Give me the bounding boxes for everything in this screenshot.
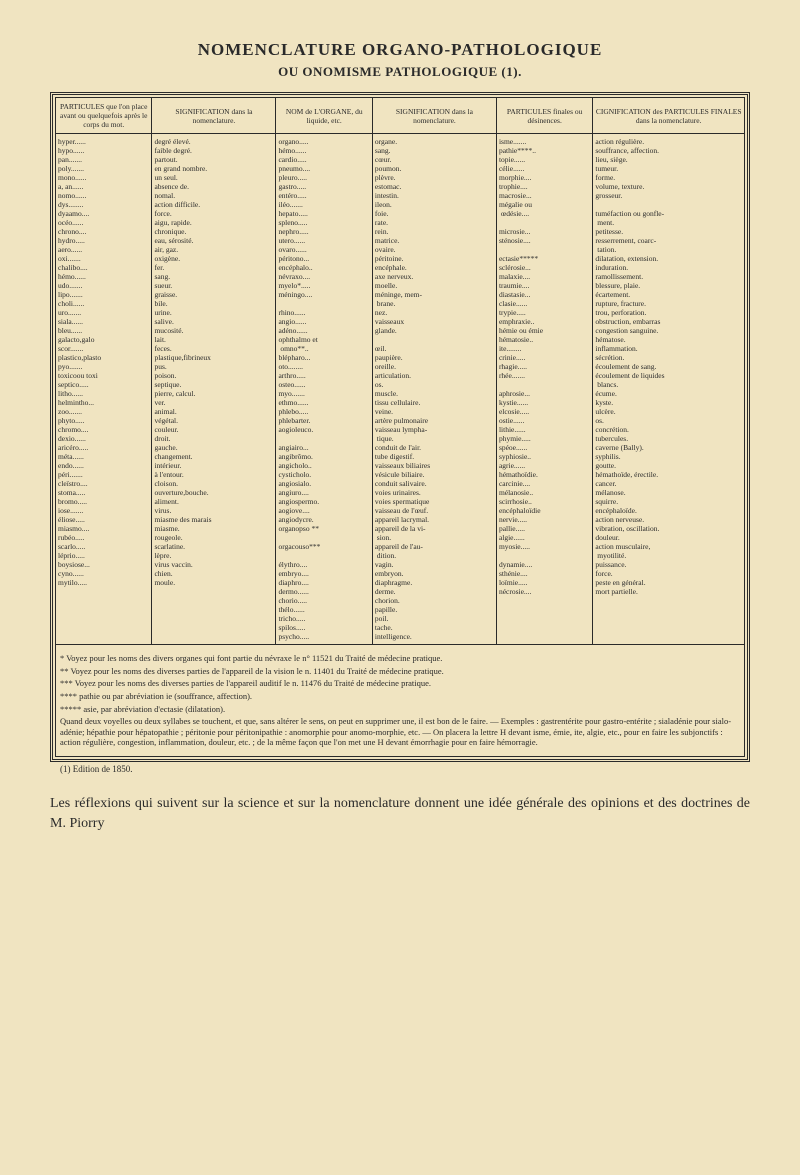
col-5-final-particles: isme....... pathie****.. topie...... cél… — [496, 134, 592, 645]
header-4: SIGNIFICATION dans la nomenclature. — [372, 98, 496, 134]
edition-note: (1) Edition de 1850. — [50, 764, 750, 774]
footnote-1: * Voyez pour les noms des divers organes… — [60, 653, 740, 664]
footnote-5: ***** asie, par abréviation d'ectasie (d… — [60, 704, 740, 715]
header-5: PARTICULES finales ou désinences. — [496, 98, 592, 134]
footnote-3: *** Voyez pour les noms des diverses par… — [60, 678, 740, 689]
terminology-table-wrapper: PARTICULES que l'on place avant ou quelq… — [50, 92, 750, 762]
header-1: PARTICULES que l'on place avant ou quelq… — [56, 98, 152, 134]
col-1-particles: hyper...... hypo...... pan....... poly..… — [56, 134, 152, 645]
main-title: NOMENCLATURE ORGANO-PATHOLOGIQUE — [50, 40, 750, 60]
col-3-organ-name: organo..... hémo...... cardio..... pneum… — [276, 134, 372, 645]
footnote-4: **** pathie ou par abréviation ie (souff… — [60, 691, 740, 702]
header-2: SIGNIFICATION dans la nomenclature. — [152, 98, 276, 134]
footnote-2: ** Voyez pour les noms des diverses part… — [60, 666, 740, 677]
footnotes-cell: * Voyez pour les noms des divers organes… — [56, 645, 745, 757]
bottom-paragraph: Les réflexions qui suivent sur la scienc… — [50, 794, 750, 833]
col-6-signification: action régulière. souffrance, affection.… — [593, 134, 745, 645]
header-6: CIGNIFICATION des PARTICULES FINALES dan… — [593, 98, 745, 134]
col-4-signification: organe. sang. cœur. poumon. plèvre. esto… — [372, 134, 496, 645]
header-3: NOM de L'ORGANE, du liquide, etc. — [276, 98, 372, 134]
subtitle: OU ONOMISME PATHOLOGIQUE (1). — [50, 64, 750, 80]
col-2-signification: degré élevé. faible degré. partout. en g… — [152, 134, 276, 645]
footnote-6: Quand deux voyelles ou deux syllabes se … — [60, 716, 740, 748]
terminology-table: PARTICULES que l'on place avant ou quelq… — [55, 97, 745, 757]
